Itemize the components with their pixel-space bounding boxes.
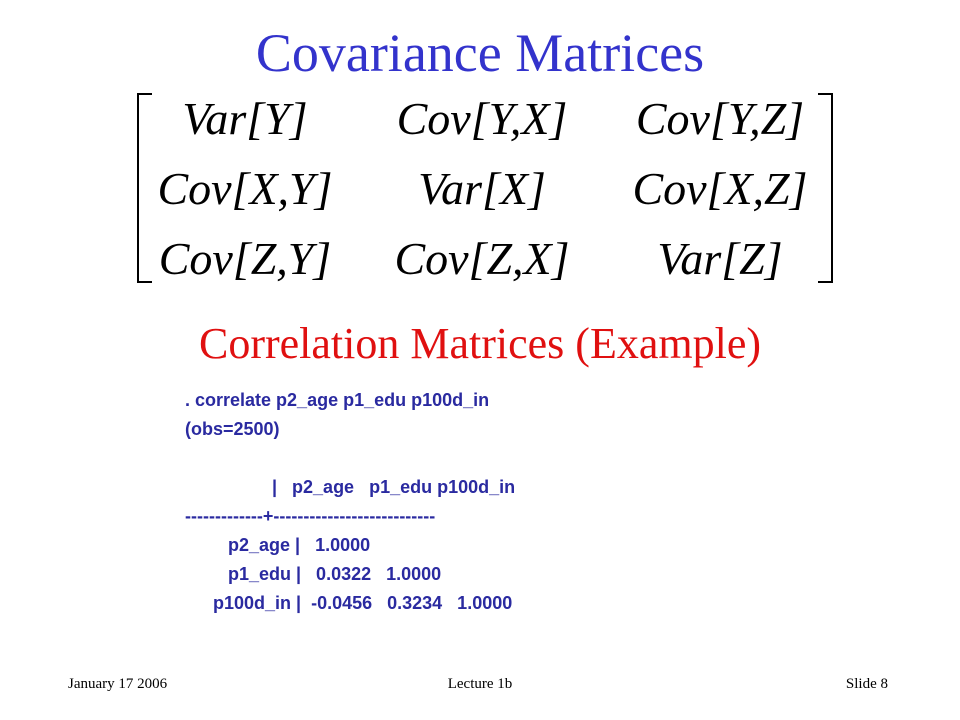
output-line: (obs=2500): [185, 419, 280, 439]
slide-title: Covariance Matrices: [255, 23, 705, 83]
left-bracket: [137, 93, 152, 283]
matrix-cell: Cov[Z,Y]: [158, 233, 332, 284]
right-bracket: [818, 93, 833, 283]
matrix-cell: Cov[X,Z]: [632, 163, 808, 214]
footer-date: January 17 2006: [68, 676, 168, 692]
matrix-cell: Cov[Z,X]: [394, 233, 570, 284]
output-line: . correlate p2_age p1_edu p100d_in: [185, 390, 490, 410]
matrix-cell: Cov[Y,Z]: [635, 93, 805, 144]
footer-slide: Slide 8: [845, 676, 888, 692]
matrix-cell: Cov[X,Y]: [157, 163, 333, 214]
output-line: | p2_age p1_edu p100d_in: [272, 477, 516, 497]
matrix-cell: Var[Y]: [182, 93, 308, 144]
footer-lecture: Lecture 1b: [447, 676, 513, 692]
section-title: Correlation Matrices (Example): [198, 319, 761, 368]
matrix-cell: Cov[Y,X]: [396, 93, 568, 144]
output-line: p2_age | 1.0000: [228, 535, 371, 555]
matrix-brackets: [137, 93, 833, 283]
matrix-cell: Var[Z]: [657, 233, 783, 284]
output-line: p1_edu | 0.0322 1.0000: [228, 564, 442, 584]
output-line: p100d_in | -0.0456 0.3234 1.0000: [213, 593, 513, 613]
output-line: -------------+--------------------------…: [185, 506, 436, 526]
matrix-cell: Var[X]: [418, 163, 546, 214]
